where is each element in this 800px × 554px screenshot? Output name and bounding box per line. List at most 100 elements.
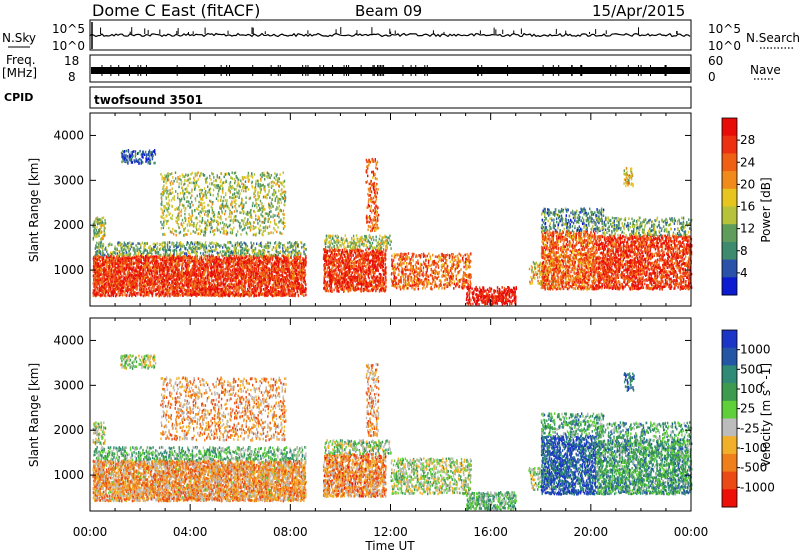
range-gate-cell: [148, 257, 149, 260]
range-gate-cell: [267, 259, 268, 262]
range-gate-cell: [239, 271, 240, 274]
range-gate-cell: [272, 273, 273, 276]
range-gate-cell: [229, 283, 230, 286]
range-gate-cell: [127, 291, 128, 294]
range-gate-cell: [281, 285, 282, 288]
range-gate-cell: [116, 294, 117, 297]
range-gate-cell: [161, 262, 162, 265]
range-gate-cell: [197, 290, 198, 293]
range-gate-cell: [253, 276, 254, 279]
range-gate-cell: [106, 265, 107, 268]
range-gate-cell: [270, 288, 271, 291]
range-gate-cell: [173, 287, 174, 290]
range-gate-cell: [219, 260, 220, 263]
range-gate-cell: [303, 262, 304, 265]
range-gate-cell: [263, 278, 264, 281]
range-gate-cell: [159, 293, 160, 296]
range-gate-cell: [297, 266, 298, 269]
range-gate-cell: [169, 282, 170, 285]
range-gate-cell: [98, 263, 99, 266]
range-gate-cell: [139, 271, 140, 274]
range-gate-cell: [130, 287, 131, 290]
range-gate-cell: [97, 279, 98, 282]
range-gate-cell: [174, 278, 175, 281]
range-gate-cell: [118, 280, 119, 283]
range-gate-cell: [270, 274, 271, 277]
range-gate-cell: [187, 286, 188, 289]
range-gate-cell: [129, 266, 130, 269]
range-gate-cell: [242, 285, 243, 288]
range-gate-cell: [167, 277, 168, 280]
range-gate-cell: [104, 290, 105, 293]
range-gate-cell: [246, 271, 247, 274]
range-gate-cell: [155, 293, 156, 296]
range-gate-cell: [260, 294, 261, 297]
range-gate-cell: [297, 259, 298, 262]
range-gate-cell: [250, 257, 251, 260]
range-gate-cell: [107, 260, 108, 263]
range-gate-cell: [97, 258, 98, 261]
range-gate-cell: [95, 257, 96, 260]
range-gate-cell: [243, 295, 244, 298]
range-gate-cell: [120, 284, 121, 287]
range-gate-cell: [129, 276, 130, 279]
range-gate-cell: [176, 281, 177, 284]
range-gate-cell: [216, 256, 217, 259]
range-gate-cell: [211, 263, 212, 266]
range-gate-cell: [210, 282, 211, 285]
range-gate-cell: [190, 271, 191, 274]
range-gate-cell: [216, 276, 217, 279]
range-gate-cell: [222, 271, 223, 274]
range-gate-cell: [143, 256, 144, 259]
range-gate-cell: [184, 278, 185, 281]
range-gate-cell: [304, 279, 305, 282]
range-gate-cell: [276, 276, 277, 279]
range-gate-cell: [136, 259, 137, 262]
range-gate-cell: [216, 280, 217, 283]
range-gate-cell: [235, 276, 236, 279]
range-gate-cell: [230, 291, 231, 294]
range-gate-cell: [281, 263, 282, 266]
range-gate-cell: [236, 273, 237, 276]
range-gate-cell: [177, 270, 178, 273]
range-gate-cell: [298, 283, 299, 286]
range-gate-cell: [289, 276, 290, 279]
range-gate-cell: [99, 293, 100, 296]
range-gate-cell: [267, 285, 268, 288]
range-gate-cell: [218, 276, 219, 279]
range-gate-cell: [241, 281, 242, 284]
range-gate-cell: [112, 289, 113, 292]
range-gate-cell: [131, 294, 132, 297]
range-gate-cell: [180, 257, 181, 260]
range-gate-cell: [265, 269, 266, 272]
range-gate-cell: [223, 259, 224, 262]
range-gate-cell: [204, 290, 205, 293]
range-gate-cell: [232, 260, 233, 263]
range-gate-cell: [299, 269, 300, 272]
range-gate-cell: [298, 262, 299, 265]
range-gate-cell: [241, 278, 242, 281]
range-gate-cell: [188, 292, 189, 295]
range-gate-cell: [110, 295, 111, 298]
range-gate-cell: [123, 268, 124, 271]
range-gate-cell: [296, 283, 297, 286]
range-gate-cell: [120, 272, 121, 275]
range-gate-cell: [152, 275, 153, 278]
range-gate-cell: [152, 285, 153, 288]
range-gate-cell: [269, 291, 270, 294]
range-gate-cell: [163, 261, 164, 264]
range-gate-cell: [163, 275, 164, 278]
range-gate-cell: [211, 286, 212, 289]
range-gate-cell: [255, 286, 256, 289]
range-gate-cell: [294, 261, 295, 264]
range-gate-cell: [248, 268, 249, 271]
range-gate-cell: [281, 290, 282, 293]
range-gate-cell: [123, 264, 124, 267]
range-gate-cell: [278, 290, 279, 293]
range-gate-cell: [176, 294, 177, 297]
range-gate-cell: [244, 261, 245, 264]
range-gate-cell: [291, 262, 292, 265]
range-gate-cell: [199, 284, 200, 287]
range-gate-cell: [221, 266, 222, 269]
range-gate-cell: [233, 265, 234, 268]
